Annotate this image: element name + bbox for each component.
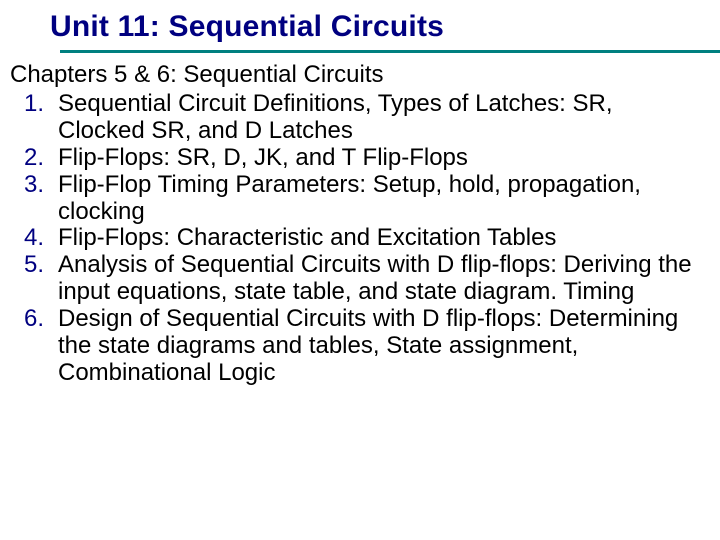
list-item: 3. Flip-Flop Timing Parameters: Setup, h… — [58, 172, 702, 226]
list-text: Design of Sequential Circuits with D fli… — [58, 305, 678, 386]
list-text: Sequential Circuit Definitions, Types of… — [58, 90, 613, 144]
list-text: Flip-Flop Timing Parameters: Setup, hold… — [58, 171, 641, 225]
list-number: 4. — [24, 225, 54, 252]
list-number: 1. — [24, 91, 54, 118]
slide: Unit 11: Sequential Circuits Chapters 5 … — [0, 0, 720, 540]
outline-list: 1. Sequential Circuit Definitions, Types… — [10, 91, 702, 387]
slide-body: Chapters 5 & 6: Sequential Circuits 1. S… — [0, 53, 720, 387]
list-item: 6. Design of Sequential Circuits with D … — [58, 306, 702, 387]
list-number: 6. — [24, 306, 54, 333]
slide-title: Unit 11: Sequential Circuits — [50, 10, 720, 44]
list-item: 2. Flip-Flops: SR, D, JK, and T Flip-Flo… — [58, 145, 702, 172]
title-region: Unit 11: Sequential Circuits — [0, 0, 720, 53]
list-text: Flip-Flops: SR, D, JK, and T Flip-Flops — [58, 144, 468, 171]
list-item: 1. Sequential Circuit Definitions, Types… — [58, 91, 702, 145]
list-text: Analysis of Sequential Circuits with D f… — [58, 251, 692, 305]
list-text: Flip-Flops: Characteristic and Excitatio… — [58, 224, 556, 251]
list-item: 5. Analysis of Sequential Circuits with … — [58, 252, 702, 306]
list-number: 3. — [24, 172, 54, 199]
list-item: 4. Flip-Flops: Characteristic and Excita… — [58, 225, 702, 252]
list-number: 5. — [24, 252, 54, 279]
subtitle: Chapters 5 & 6: Sequential Circuits — [10, 61, 702, 89]
list-number: 2. — [24, 145, 54, 172]
